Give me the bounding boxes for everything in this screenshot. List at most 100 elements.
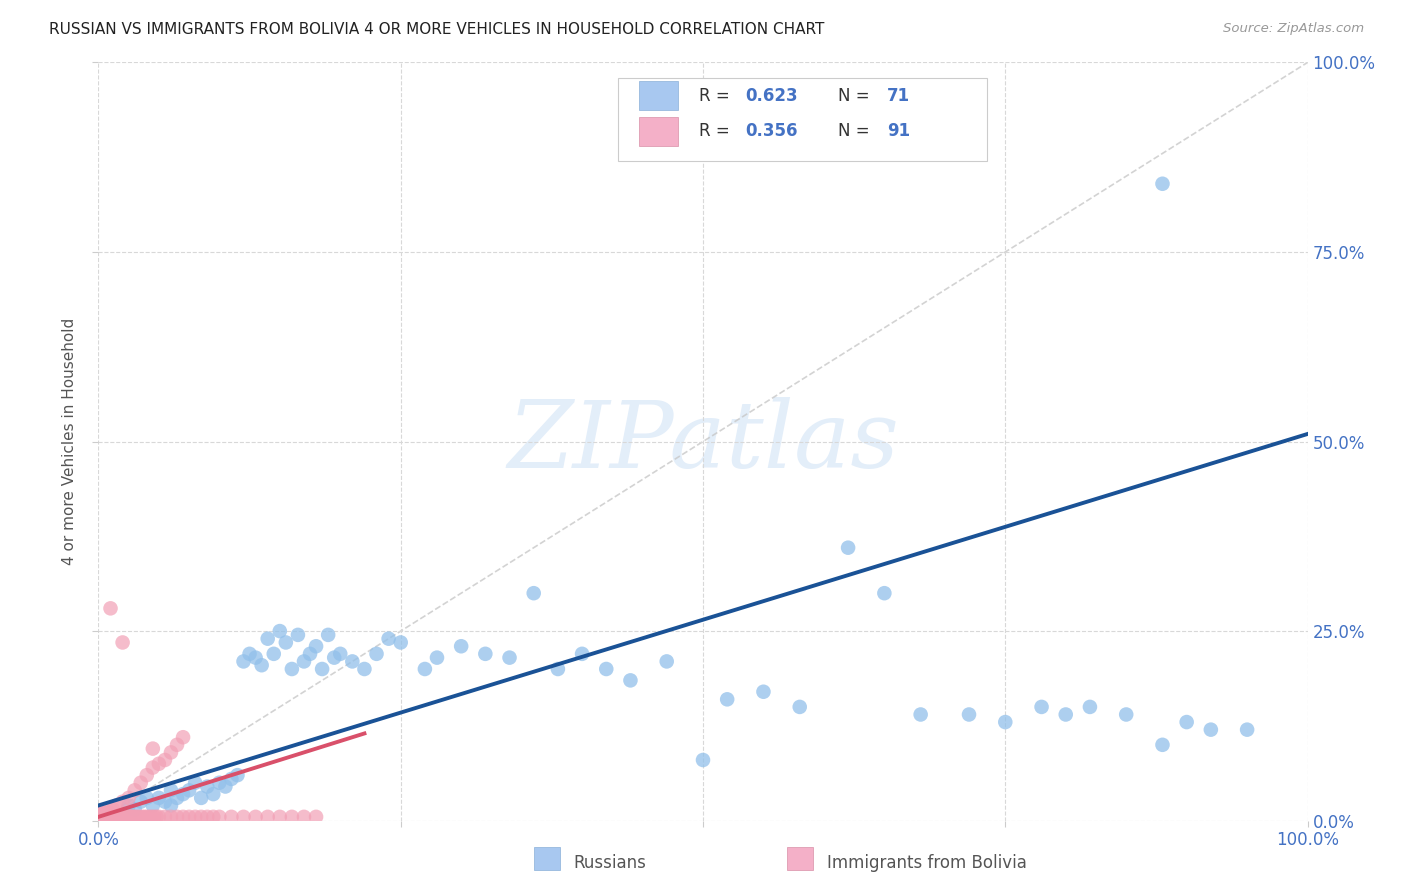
Point — [281, 810, 304, 824]
Point — [108, 810, 131, 824]
Point — [221, 810, 243, 824]
Point — [121, 810, 143, 824]
Point — [100, 810, 122, 824]
Point — [342, 655, 364, 669]
Point — [90, 806, 112, 821]
Point — [232, 810, 254, 824]
Point — [305, 639, 328, 653]
Point — [184, 776, 207, 790]
Text: Source: ZipAtlas.com: Source: ZipAtlas.com — [1223, 22, 1364, 36]
Point — [1152, 738, 1174, 752]
Point — [245, 650, 267, 665]
Point — [160, 746, 183, 760]
Text: R =: R = — [699, 87, 735, 104]
Point — [160, 783, 183, 797]
Point — [94, 810, 117, 824]
Point — [118, 810, 141, 824]
Point — [120, 810, 142, 824]
Point — [179, 783, 201, 797]
Point — [190, 810, 212, 824]
Point — [97, 806, 120, 821]
Point — [160, 798, 183, 813]
Point — [692, 753, 714, 767]
Point — [195, 780, 218, 794]
Text: RUSSIAN VS IMMIGRANTS FROM BOLIVIA 4 OR MORE VEHICLES IN HOUSEHOLD CORRELATION C: RUSSIAN VS IMMIGRANTS FROM BOLIVIA 4 OR … — [49, 22, 824, 37]
Text: ZIPatlas: ZIPatlas — [508, 397, 898, 486]
Point — [1054, 707, 1077, 722]
Point — [100, 810, 122, 824]
Point — [311, 662, 333, 676]
Point — [96, 806, 118, 821]
Text: N =: N = — [838, 87, 876, 104]
Point — [103, 810, 125, 824]
Point — [118, 791, 141, 805]
Point — [910, 707, 932, 722]
Point — [129, 776, 152, 790]
Point — [142, 798, 165, 813]
Point — [143, 810, 166, 824]
Point — [153, 810, 176, 824]
Point — [93, 806, 115, 821]
Point — [131, 810, 153, 824]
Point — [994, 715, 1017, 730]
Point — [108, 810, 131, 824]
Point — [129, 795, 152, 809]
Point — [98, 806, 121, 821]
Point — [101, 802, 124, 816]
Point — [1152, 177, 1174, 191]
Point — [128, 810, 150, 824]
Point — [138, 810, 160, 824]
Point — [299, 647, 322, 661]
Point — [305, 810, 328, 824]
Point — [104, 810, 127, 824]
Point — [118, 798, 141, 813]
Point — [135, 768, 157, 782]
Point — [172, 730, 194, 744]
Point — [329, 647, 352, 661]
Point — [789, 699, 811, 714]
Point — [873, 586, 896, 600]
Y-axis label: 4 or more Vehicles in Household: 4 or more Vehicles in Household — [62, 318, 77, 566]
Point — [97, 810, 120, 824]
Point — [97, 806, 120, 821]
Bar — [638, 117, 678, 145]
Point — [90, 810, 112, 824]
Point — [172, 787, 194, 801]
Point — [655, 655, 678, 669]
Point — [114, 810, 136, 824]
Text: R =: R = — [699, 122, 735, 140]
Point — [111, 810, 134, 824]
Point — [135, 810, 157, 824]
Point — [93, 806, 115, 821]
Point — [91, 806, 114, 821]
Point — [274, 635, 297, 649]
Text: Immigrants from Bolivia: Immigrants from Bolivia — [827, 854, 1026, 871]
Point — [281, 662, 304, 676]
Point — [377, 632, 399, 646]
Point — [716, 692, 738, 706]
Point — [101, 810, 124, 824]
Point — [1115, 707, 1137, 722]
Bar — [638, 81, 678, 111]
Point — [89, 810, 111, 824]
FancyBboxPatch shape — [619, 78, 987, 161]
Point — [389, 635, 412, 649]
Point — [118, 810, 141, 824]
Point — [166, 791, 188, 805]
Point — [166, 810, 188, 824]
Point — [202, 810, 225, 824]
Point — [202, 787, 225, 801]
Point — [166, 738, 188, 752]
Point — [148, 756, 170, 771]
Point — [172, 810, 194, 824]
Point — [523, 586, 546, 600]
Point — [115, 810, 138, 824]
Point — [595, 662, 617, 676]
Point — [221, 772, 243, 786]
Point — [239, 647, 262, 661]
Point — [256, 810, 278, 824]
Text: N =: N = — [838, 122, 876, 140]
Point — [184, 810, 207, 824]
Point — [208, 776, 231, 790]
Point — [195, 810, 218, 824]
